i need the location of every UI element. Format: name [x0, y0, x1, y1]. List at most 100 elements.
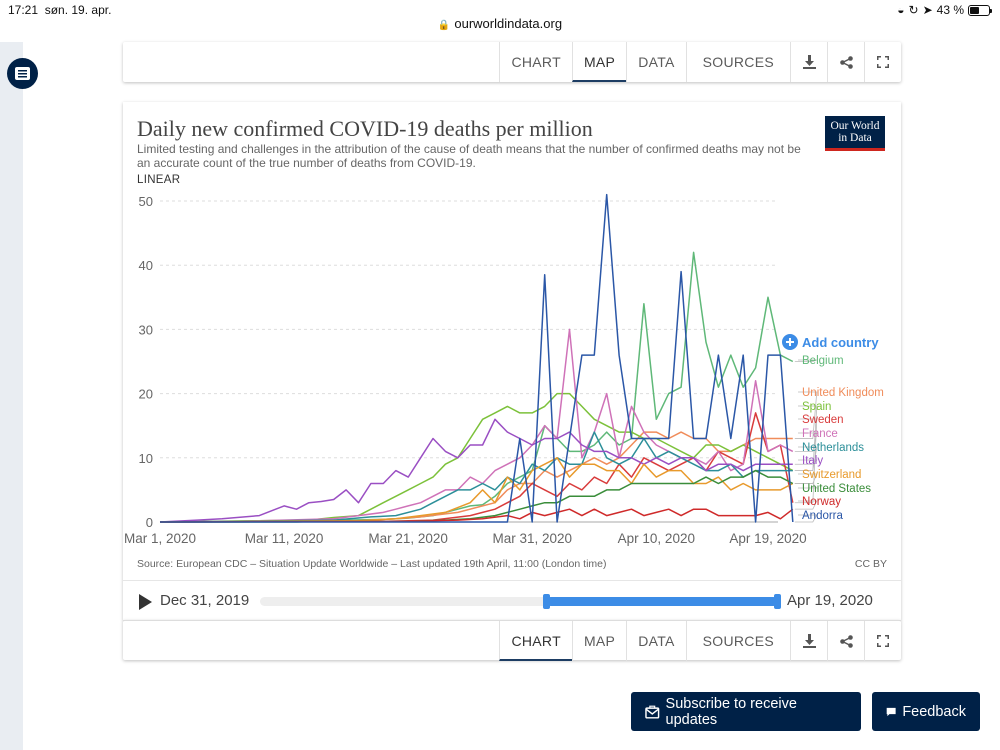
legend-label: United States [802, 483, 871, 495]
legend-leader-line [794, 391, 818, 439]
subscribe-label: Subscribe to receive updates [665, 695, 797, 728]
download-button[interactable] [790, 621, 827, 661]
plus-icon [786, 338, 794, 346]
license-label[interactable]: CC BY [854, 558, 887, 570]
x-tick-label: Mar 11, 2020 [245, 531, 324, 546]
legend-label: Italy [802, 455, 823, 467]
add-country-button[interactable]: Add country [782, 334, 879, 350]
fullscreen-button[interactable] [864, 621, 901, 661]
y-tick-label: 20 [139, 387, 153, 402]
legend-label: Sweden [802, 414, 844, 426]
tab-sources[interactable]: SOURCES [685, 42, 790, 82]
series-line-sweden [159, 412, 794, 523]
legend-label: France [802, 428, 838, 440]
share-icon [839, 634, 853, 648]
tab-data[interactable]: DATA [626, 42, 685, 82]
subscribe-button[interactable]: Subscribe to receive updates [631, 692, 861, 731]
x-tick-label: Mar 1, 2020 [124, 531, 196, 546]
chart-subtitle: Limited testing and challenges in the at… [137, 142, 801, 170]
comment-icon [886, 707, 896, 716]
series-line-norway [159, 508, 794, 523]
series-line-switzerland [159, 457, 794, 523]
y-tick-label: 10 [139, 451, 153, 466]
address-bar[interactable]: 🔒 ourworldindata.org [0, 16, 1000, 40]
legend-leader-line [794, 483, 818, 489]
legend-label: Norway [802, 496, 841, 508]
share-button[interactable] [827, 621, 864, 661]
timeline-start-handle[interactable] [543, 594, 551, 609]
share-button[interactable] [827, 42, 864, 82]
feedback-label: Feedback [902, 703, 966, 720]
series-line-united-states [159, 469, 794, 523]
x-tick-label: Apr 10, 2020 [618, 531, 695, 546]
location-icon: ➤ [922, 3, 933, 17]
legend-leader-line [794, 459, 818, 465]
tab-sources[interactable]: SOURCES [685, 621, 790, 661]
add-country-label: Add country [802, 335, 879, 350]
legend-label: Spain [802, 401, 831, 413]
legend-leader-line [794, 500, 818, 510]
left-rail [0, 42, 23, 750]
tab-data[interactable]: DATA [626, 621, 685, 661]
tab-map[interactable]: MAP [571, 621, 626, 661]
list-icon [15, 67, 30, 80]
line-chart: 0 10 20 30 40 50 Mar 1, 2020 Mar 11, 2020 Mar 21… [124, 193, 884, 546]
expand-icon [877, 56, 889, 68]
battery-percent: 43 % [936, 3, 964, 17]
timeline-track[interactable] [260, 594, 781, 609]
play-icon[interactable] [139, 594, 152, 610]
y-tick-label: 40 [139, 258, 153, 273]
series-line-andorra [160, 193, 794, 523]
table-of-contents-button[interactable] [7, 58, 38, 89]
legend-leader-line [794, 432, 818, 452]
series-line-italy [159, 418, 793, 523]
status-icons: ◒ ↻ ➤ 43 % [897, 3, 992, 17]
chart-source[interactable]: Source: European CDC – Situation Update … [137, 558, 607, 570]
series-line-spain [159, 392, 794, 523]
download-icon [802, 634, 816, 648]
lock-icon: 🔒 [437, 20, 451, 31]
timeline-selected-range[interactable] [543, 594, 781, 609]
legend-label: United Kingdom [802, 387, 884, 399]
owid-logo[interactable]: Our World in Data [825, 116, 885, 151]
download-icon [802, 55, 816, 69]
bottom-tab-bar: CHART MAP DATA SOURCES [123, 620, 901, 661]
logo-text: Our World in Data [830, 120, 880, 144]
tab-chart[interactable]: CHART [499, 42, 571, 82]
feedback-button[interactable]: Feedback [872, 692, 980, 731]
status-bar: 17:21 søn. 19. apr. ◒ ↻ ➤ 43 % [0, 0, 1000, 18]
tab-chart[interactable]: CHART [499, 621, 572, 661]
y-tick-label: 0 [146, 515, 153, 530]
legend-label: Netherlands [802, 442, 864, 454]
wifi-icon: ◒ [897, 3, 905, 17]
download-button[interactable] [790, 42, 827, 82]
chart-title: Daily new confirmed COVID-19 deaths per … [137, 116, 593, 141]
x-tick-label: Apr 19, 2020 [729, 531, 806, 546]
legend-label: Andorra [802, 510, 844, 522]
x-tick-label: Mar 21, 2020 [368, 531, 448, 546]
scale-toggle[interactable]: LINEAR [137, 174, 181, 186]
chart-card: Daily new confirmed COVID-19 deaths per … [123, 102, 901, 620]
status-time: 17:21 søn. 19. apr. [8, 3, 112, 17]
battery-icon [968, 4, 992, 16]
legend-label: Switzerland [802, 469, 861, 481]
top-tab-bar: CHART MAP DATA SOURCES [123, 42, 901, 82]
expand-icon [877, 635, 889, 647]
y-tick-label: 30 [139, 322, 153, 337]
series-line-france [159, 328, 794, 523]
orientation-lock-icon: ↻ [908, 3, 919, 17]
share-icon [839, 55, 853, 69]
legend-label: Belgium [802, 355, 844, 367]
x-tick-label: Mar 31, 2020 [492, 531, 572, 546]
legend-leader-line [794, 446, 818, 472]
legend-leader-line [794, 514, 818, 523]
mail-icon [645, 705, 660, 719]
timeline: Dec 31, 2019 Apr 19, 2020 [123, 580, 901, 620]
url-text: ourworldindata.org [454, 16, 563, 31]
timeline-start-label: Dec 31, 2019 [160, 592, 250, 609]
timeline-end-handle[interactable] [773, 594, 781, 609]
tab-map[interactable]: MAP [571, 42, 627, 82]
y-tick-label: 50 [139, 194, 153, 209]
fullscreen-button[interactable] [864, 42, 901, 82]
timeline-end-label: Apr 19, 2020 [787, 592, 873, 609]
